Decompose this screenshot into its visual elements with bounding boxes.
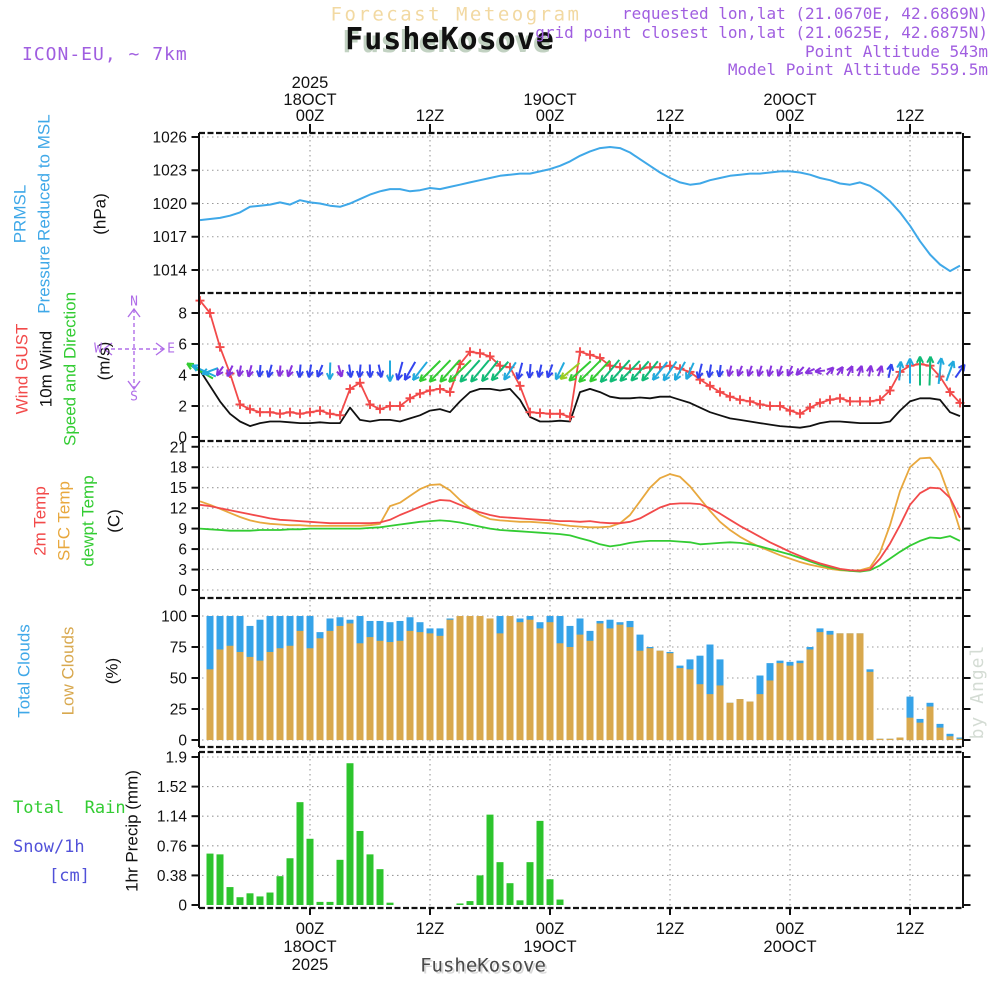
svg-text:25: 25 [170, 702, 187, 719]
pressure-unit-label: (hPa) [90, 193, 110, 235]
svg-text:12Z: 12Z [656, 107, 684, 125]
panel-clouds: 100 75 50 25 0 [161, 600, 971, 750]
svg-text:00Z: 00Z [296, 920, 324, 938]
wind-legend-speeddir: Speed and Direction [60, 291, 80, 447]
page-title-small: Forecast Meteogram [330, 3, 582, 26]
clouds-unit-label: (%) [102, 657, 122, 685]
svg-text:12Z: 12Z [416, 107, 444, 125]
svg-text:1023: 1023 [153, 163, 187, 180]
compass-west-label: W [94, 341, 102, 357]
precip-legend-rain: Total Rain [13, 798, 126, 818]
svg-text:20OCT: 20OCT [763, 938, 816, 956]
svg-text:18OCT: 18OCT [283, 938, 336, 956]
svg-text:12Z: 12Z [896, 920, 924, 938]
svg-text:2025: 2025 [292, 956, 329, 974]
panel-pressure: 1026 1023 1020 1017 1014 [153, 130, 971, 291]
compass-rose [102, 307, 166, 391]
compass-north-label: N [130, 294, 138, 310]
svg-text:6: 6 [178, 337, 187, 354]
precip-legend-cm: [cm] [49, 866, 90, 886]
svg-text:1.52: 1.52 [157, 779, 187, 796]
temp-legend-2m: 2m Temp [30, 486, 50, 556]
svg-text:0.76: 0.76 [157, 838, 187, 855]
svg-text:1014: 1014 [153, 262, 188, 279]
svg-text:20OCT: 20OCT [763, 91, 816, 109]
svg-text:19OCT: 19OCT [523, 938, 576, 956]
svg-text:1.14: 1.14 [157, 809, 188, 826]
svg-text:2: 2 [178, 399, 187, 416]
svg-text:19OCT: 19OCT [523, 91, 576, 109]
compass-south-label: S [130, 389, 138, 405]
point-altitude: Point Altitude 543m [804, 42, 988, 61]
requested-coords: requested lon,lat (21.0670E, 42.6869N) [621, 4, 988, 23]
svg-text:0: 0 [178, 733, 187, 750]
svg-text:8: 8 [178, 306, 187, 323]
pressure-legend-prmsl: PRMSL [10, 184, 30, 244]
svg-text:3: 3 [178, 562, 187, 579]
wind-legend-gust: Wind GUST [12, 323, 32, 415]
precip-axis-label: 1hr Precip (mm) [122, 770, 142, 892]
svg-text:00Z: 00Z [776, 920, 804, 938]
svg-text:1026: 1026 [153, 130, 187, 147]
svg-text:00Z: 00Z [536, 107, 564, 125]
svg-text:21: 21 [170, 439, 187, 456]
svg-text:100: 100 [161, 609, 187, 626]
svg-text:9: 9 [178, 521, 187, 538]
svg-text:12Z: 12Z [656, 920, 684, 938]
svg-text:0: 0 [178, 583, 187, 600]
temp-legend-dewpt: dewpt Temp [78, 475, 98, 567]
svg-text:50: 50 [170, 671, 188, 688]
svg-text:00Z: 00Z [296, 107, 324, 125]
svg-text:4: 4 [178, 368, 187, 385]
svg-text:12Z: 12Z [896, 107, 924, 125]
svg-text:12Z: 12Z [416, 920, 444, 938]
svg-text:1020: 1020 [153, 196, 188, 213]
svg-text:6: 6 [178, 542, 187, 559]
svg-text:18: 18 [170, 460, 187, 477]
panel-precip: 1.9 1.52 1.14 0.76 0.38 0 [157, 749, 971, 915]
temp-unit-label: (C) [104, 509, 124, 533]
svg-text:75: 75 [170, 640, 187, 657]
grid-point-coords: grid point closest lon,lat (21.0625E, 42… [535, 23, 988, 42]
footer-station: FusheKosove [420, 954, 546, 977]
svg-text:00Z: 00Z [536, 920, 564, 938]
svg-text:15: 15 [170, 480, 187, 497]
svg-text:2025: 2025 [292, 74, 329, 92]
model-altitude: Model Point Altitude 559.5m [727, 60, 988, 79]
svg-text:0.38: 0.38 [157, 868, 187, 885]
compass-east-label: E [167, 341, 175, 357]
svg-text:1017: 1017 [153, 229, 187, 246]
wind-legend-10m: 10m Wind [36, 330, 56, 408]
svg-text:0: 0 [178, 430, 187, 447]
pressure-legend-long: Pressure Reduced to MSL [34, 114, 54, 314]
temp-legend-sfc: SFC Temp [54, 481, 74, 561]
svg-text:0: 0 [178, 898, 187, 915]
panel-borders [198, 131, 964, 910]
station-title: FusheKosove [345, 22, 555, 57]
clouds-legend-total: Total Clouds [14, 624, 34, 718]
model-name: ICON-EU, ~ 7km [22, 44, 188, 65]
panel-temperature: 21 18 15 12 9 6 3 0 [170, 439, 971, 600]
watermark: by Angel [967, 644, 988, 740]
panel-wind: 8 6 4 2 0 [178, 295, 971, 447]
svg-text:00Z: 00Z [776, 107, 804, 125]
svg-text:12: 12 [170, 501, 187, 518]
svg-text:18OCT: 18OCT [283, 91, 336, 109]
clouds-legend-low: Low Clouds [58, 626, 78, 716]
precip-legend-snow: Snow/1h [13, 837, 85, 857]
svg-text:1.9: 1.9 [165, 749, 187, 766]
